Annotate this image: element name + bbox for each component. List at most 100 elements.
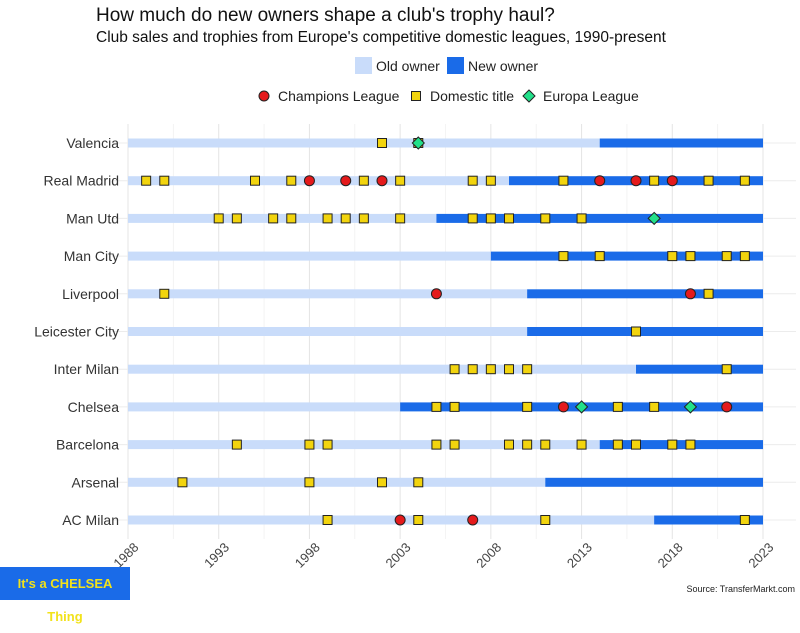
domestic-title-marker <box>213 213 224 224</box>
champions-league-marker <box>394 514 406 526</box>
champions-league-marker <box>684 288 696 300</box>
domestic-title-marker <box>231 213 242 224</box>
domestic-title-marker <box>739 175 750 186</box>
champions-league-marker <box>594 175 606 187</box>
trophy-legend-label: Europa League <box>543 88 639 104</box>
trophy-legend-label: Champions League <box>278 88 400 104</box>
domestic-title-marker <box>649 175 660 186</box>
new-owner-bar <box>654 515 763 525</box>
domestic-title-marker <box>504 364 514 375</box>
old-owner-bar <box>128 477 546 487</box>
new-owner-bar <box>436 213 763 223</box>
domestic-title-marker <box>504 213 514 224</box>
trophy-legend-swatch <box>522 89 536 103</box>
old-owner-bar <box>128 176 509 186</box>
new-owner-bar <box>527 289 763 299</box>
domestic-title-marker <box>721 251 732 262</box>
champions-league-marker <box>721 401 733 413</box>
domestic-title-marker <box>522 364 533 375</box>
domestic-title-marker <box>631 439 641 450</box>
old-owner-bar <box>128 327 528 336</box>
domestic-title-marker <box>231 439 242 450</box>
trophy-legend-swatch <box>258 90 270 102</box>
club-label: Leicester City <box>34 324 119 340</box>
domestic-title-marker <box>631 326 641 337</box>
ownership-legend-swatch <box>447 57 464 74</box>
champions-league-marker <box>303 175 315 187</box>
club-label: Barcelona <box>56 437 119 453</box>
domestic-title-marker <box>322 515 333 525</box>
champions-league-marker <box>630 175 642 187</box>
domestic-title-marker <box>649 401 660 412</box>
trophy-markers <box>141 136 750 526</box>
champions-league-marker <box>340 175 352 187</box>
domestic-title-marker <box>576 439 587 450</box>
chart-title: How much do new owners shape a club's tr… <box>96 5 555 26</box>
x-tick-label: 2013 <box>564 540 595 571</box>
domestic-title-marker <box>449 401 460 412</box>
domestic-title-marker <box>522 439 533 450</box>
domestic-title-marker <box>540 213 551 224</box>
club-label: AC Milan <box>62 512 119 528</box>
domestic-title-marker <box>558 175 569 186</box>
chart-subtitle: Club sales and trophies from Europe's co… <box>96 29 667 46</box>
domestic-title-marker <box>485 213 496 224</box>
new-owner-bar <box>545 477 763 487</box>
domestic-title-marker <box>467 364 478 375</box>
domestic-title-marker <box>141 175 152 186</box>
new-owner-bar <box>527 327 763 336</box>
domestic-title-marker <box>322 439 333 450</box>
new-owner-bar <box>599 440 763 450</box>
ownership-bars <box>128 138 763 525</box>
old-owner-bar <box>128 402 401 412</box>
domestic-title-marker <box>286 175 297 186</box>
domestic-title-marker <box>594 251 605 262</box>
domestic-title-marker <box>558 251 569 262</box>
domestic-title-marker <box>377 138 387 148</box>
champions-league-marker <box>376 175 388 187</box>
trophy-legend-swatch <box>411 91 421 101</box>
club-label: Man City <box>64 248 119 264</box>
domestic-title-marker <box>540 515 551 525</box>
domestic-title-marker <box>612 401 623 412</box>
domestic-title-marker <box>467 213 478 224</box>
domestic-title-marker <box>522 401 533 412</box>
club-label: Liverpool <box>62 286 119 302</box>
domestic-title-marker <box>721 364 732 375</box>
domestic-title-marker <box>340 213 351 224</box>
x-axis-ticks: 1988 1993 1998 2003 2008 2013 2018 2023 <box>110 540 776 571</box>
domestic-title-marker <box>685 439 696 450</box>
domestic-title-marker <box>431 401 442 412</box>
domestic-title-marker <box>703 175 714 186</box>
domestic-title-marker <box>159 175 170 186</box>
chart: How much do new owners shape a club's tr… <box>34 5 796 594</box>
old-owner-bar <box>128 138 600 148</box>
domestic-title-marker <box>159 288 170 299</box>
domestic-title-marker <box>576 213 587 224</box>
europa-league-marker <box>647 211 661 226</box>
club-label: Arsenal <box>72 474 119 490</box>
domestic-title-marker <box>304 477 315 488</box>
trophy-legend: Champions League Domestic title Europa Lea… <box>258 88 639 104</box>
champions-league-marker <box>467 514 479 526</box>
domestic-title-marker <box>250 175 260 186</box>
club-label: Valencia <box>66 135 119 151</box>
old-owner-bar <box>128 289 528 299</box>
brand-badge: It's a CHELSEA Thing <box>0 567 130 624</box>
new-owner-bar <box>599 138 763 148</box>
champions-league-marker <box>430 288 442 300</box>
club-label: Man Utd <box>66 210 119 226</box>
old-owner-bar <box>128 213 437 223</box>
old-owner-bar <box>128 440 600 450</box>
club-label: Real Madrid <box>44 173 119 189</box>
old-owner-bar <box>128 515 655 525</box>
x-tick-label: 2018 <box>655 540 686 571</box>
domestic-title-marker <box>413 477 424 488</box>
champions-league-marker <box>557 401 569 413</box>
old-owner-bar <box>128 251 491 261</box>
europa-league-marker <box>683 400 698 414</box>
domestic-title-marker <box>358 175 369 186</box>
domestic-title-marker <box>322 213 333 224</box>
domestic-title-marker <box>268 213 279 224</box>
domestic-title-marker <box>667 439 678 450</box>
